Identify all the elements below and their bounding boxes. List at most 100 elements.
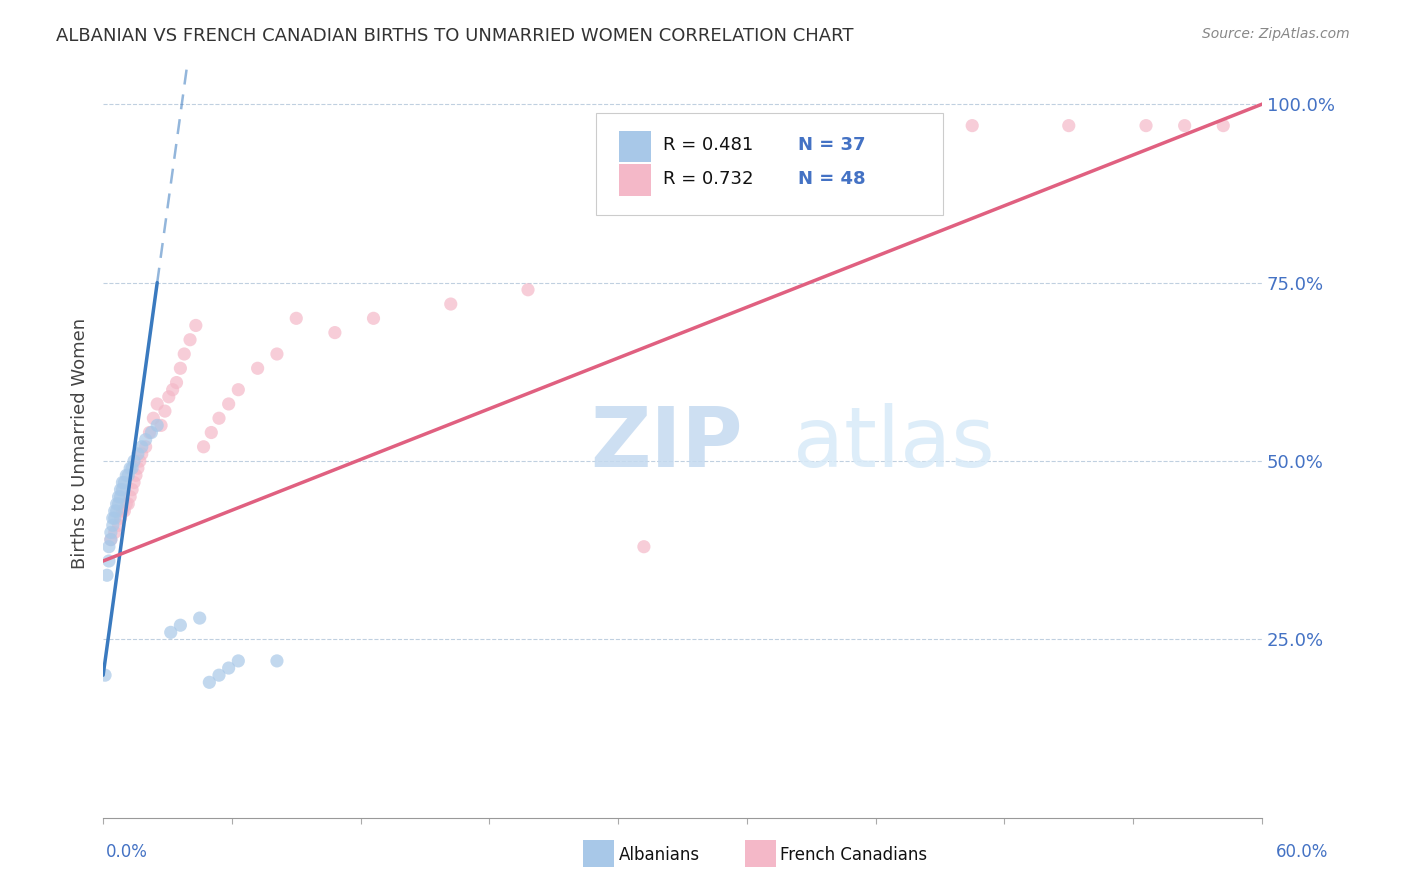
Point [100, 533, 122, 547]
Point [960, 119, 983, 133]
Point [169, 361, 191, 376]
Point [159, 625, 181, 640]
Point [100, 525, 122, 540]
Point [111, 504, 134, 518]
Point [440, 297, 463, 311]
Point [115, 497, 138, 511]
Point [157, 390, 180, 404]
Point [105, 504, 128, 518]
Text: N = 37: N = 37 [799, 136, 866, 154]
Point [198, 675, 221, 690]
Point [135, 433, 157, 447]
Point [285, 311, 308, 326]
Point [517, 283, 540, 297]
Point [141, 425, 163, 440]
Point [179, 333, 201, 347]
Point [94, 668, 117, 682]
Point [96, 568, 118, 582]
Point [111, 475, 134, 490]
Text: Source: ZipAtlas.com: Source: ZipAtlas.com [1202, 27, 1350, 41]
Point [125, 468, 148, 483]
Text: R = 0.732: R = 0.732 [662, 170, 754, 188]
Point [208, 668, 231, 682]
Point [146, 397, 169, 411]
Point [97, 554, 120, 568]
Point [107, 490, 129, 504]
Point [1135, 119, 1157, 133]
FancyBboxPatch shape [619, 164, 651, 196]
Point [1057, 119, 1080, 133]
Text: R = 0.481: R = 0.481 [662, 136, 754, 154]
Y-axis label: Births to Unmarried Women: Births to Unmarried Women [72, 318, 89, 569]
Point [266, 654, 288, 668]
Point [193, 440, 215, 454]
Point [120, 461, 142, 475]
Point [112, 504, 135, 518]
Point [150, 418, 173, 433]
Point [166, 376, 188, 390]
Point [228, 383, 250, 397]
Point [104, 511, 127, 525]
Text: ALBANIAN VS FRENCH CANADIAN BIRTHS TO UNMARRIED WOMEN CORRELATION CHART: ALBANIAN VS FRENCH CANADIAN BIRTHS TO UN… [56, 27, 853, 45]
Point [135, 440, 157, 454]
Point [208, 411, 231, 425]
Point [105, 497, 128, 511]
Point [1174, 119, 1197, 133]
Text: 60.0%: 60.0% [1277, 843, 1329, 861]
Point [128, 454, 150, 468]
Point [121, 461, 143, 475]
Point [110, 511, 132, 525]
Point [131, 447, 153, 461]
Point [266, 347, 288, 361]
Point [127, 461, 149, 475]
Point [142, 411, 165, 425]
Point [246, 361, 269, 376]
Point [865, 119, 887, 133]
Point [100, 533, 122, 547]
Point [115, 468, 138, 483]
Text: French Canadians: French Canadians [780, 846, 928, 863]
Point [110, 490, 132, 504]
Point [104, 504, 127, 518]
Point [173, 347, 195, 361]
Point [162, 383, 184, 397]
Point [110, 483, 132, 497]
Point [363, 311, 385, 326]
Point [121, 483, 143, 497]
FancyBboxPatch shape [596, 113, 943, 215]
Point [107, 497, 129, 511]
Point [200, 425, 222, 440]
Point [153, 404, 176, 418]
Point [111, 483, 134, 497]
Point [127, 447, 149, 461]
Point [218, 661, 240, 675]
Point [101, 518, 124, 533]
Point [104, 525, 127, 540]
Text: atlas: atlas [793, 402, 994, 483]
Point [184, 318, 207, 333]
FancyBboxPatch shape [619, 131, 651, 162]
Point [169, 618, 191, 632]
Text: N = 48: N = 48 [799, 170, 866, 188]
Point [228, 654, 250, 668]
Point [107, 518, 129, 533]
Point [748, 119, 770, 133]
Point [633, 540, 655, 554]
Point [112, 475, 135, 490]
Text: 0.0%: 0.0% [105, 843, 148, 861]
Point [101, 511, 124, 525]
Point [122, 454, 145, 468]
Point [188, 611, 211, 625]
Point [122, 475, 145, 490]
Point [117, 468, 139, 483]
Point [323, 326, 346, 340]
Point [120, 490, 142, 504]
Point [138, 425, 160, 440]
Point [146, 418, 169, 433]
Point [97, 540, 120, 554]
Text: ZIP: ZIP [589, 402, 742, 483]
Point [218, 397, 240, 411]
Point [1212, 119, 1234, 133]
Point [131, 440, 153, 454]
Point [117, 497, 139, 511]
